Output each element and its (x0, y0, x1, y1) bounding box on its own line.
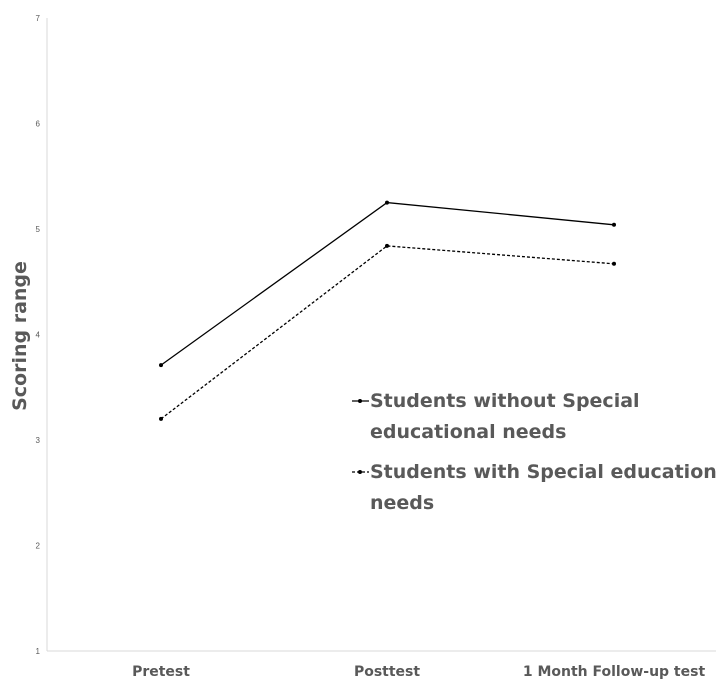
series-group (159, 200, 616, 421)
y-tick-label: 6 (36, 120, 41, 129)
legend-label: Students without Special (370, 390, 640, 412)
y-tick-label: 4 (36, 331, 41, 340)
x-axis: Pretest Posttest 1 Month Follow-up test (47, 650, 716, 680)
x-tick-label: 1 Month Follow-up test (523, 664, 706, 680)
data-point (159, 363, 163, 368)
y-tick-label: 5 (36, 225, 41, 234)
y-axis-title: Scoring range (9, 261, 31, 411)
data-point (159, 416, 163, 421)
legend: Students without Special educational need… (352, 390, 716, 514)
data-point (385, 243, 389, 248)
x-tick-label: Posttest (354, 664, 420, 680)
legend-swatch-marker (358, 399, 362, 403)
y-tick-label: 2 (36, 542, 41, 551)
legend-label: Students with Special educational (370, 461, 716, 483)
data-point (612, 261, 616, 266)
x-tick-label: Pretest (132, 664, 190, 680)
y-tick-label: 1 (36, 647, 41, 656)
data-point (385, 200, 389, 205)
series-line-0 (160, 201, 615, 366)
y-tick-label: 7 (36, 14, 41, 23)
data-point (612, 222, 616, 227)
legend-label: needs (370, 492, 434, 514)
legend-label: educational needs (370, 421, 566, 443)
legend-swatch-marker (358, 470, 362, 474)
y-tick-labels: 1 2 3 4 5 6 7 (36, 14, 41, 656)
y-axis: 1 2 3 4 5 6 7 (36, 14, 48, 656)
y-tick-label: 3 (36, 436, 41, 445)
x-tick-labels: Pretest Posttest 1 Month Follow-up test (132, 664, 705, 680)
series-line-1 (160, 245, 615, 420)
